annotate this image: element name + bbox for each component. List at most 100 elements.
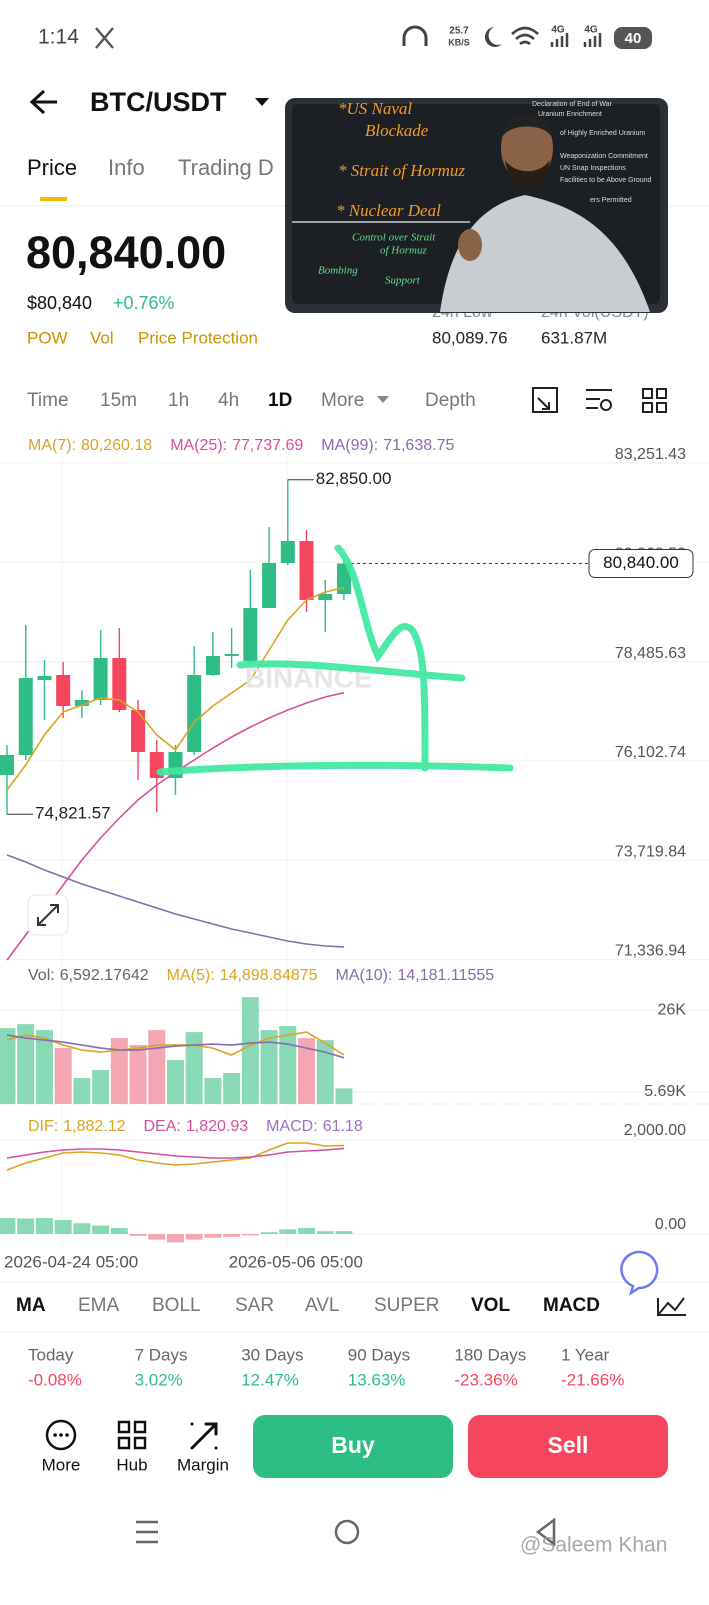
bar [279,1026,297,1104]
wifi-icon [511,26,539,46]
period-value: -0.08% [28,1370,82,1389]
chart-setting-icon[interactable] [532,387,558,413]
pair-title[interactable]: BTC/USDT [90,87,227,117]
legend-name: DEA: [144,1118,181,1135]
legend-name: MACD: [266,1118,318,1135]
interval-tab[interactable]: 1h [168,390,189,411]
action-label[interactable]: Margin [177,1455,229,1474]
bar [185,1234,203,1240]
sell-button[interactable] [468,1415,668,1478]
tag[interactable]: Price Protection [138,328,258,347]
interval-tab[interactable]: 1D [268,390,292,411]
bar [17,1218,35,1235]
more-icon[interactable] [45,1419,77,1451]
video-overlay[interactable]: *US Naval Blockade * Strait of Hormuz * … [285,98,668,313]
y-tick-label: 26K [658,1001,687,1018]
tag[interactable]: Vol [90,328,114,347]
candle-body [205,656,220,676]
board-list: Facilities to be Above Ground [560,177,652,184]
bar [241,997,259,1104]
presenter-head [501,114,553,182]
x-tick-label: 2026-05-06 05:00 [229,1252,363,1271]
indicator-tab[interactable]: AVL [305,1295,340,1316]
interval-tab[interactable]: 15m [100,390,137,411]
nav-home[interactable] [334,1519,360,1545]
interval-toolbar: Time 15m 1h 4h 1D More Depth [27,390,476,411]
back-button[interactable] [29,89,57,115]
ma-line [6,1142,345,1171]
candle-body [299,541,314,601]
legend-name: Vol: [28,967,55,984]
buy-button[interactable] [253,1415,453,1478]
signal-icon [550,33,569,47]
hub-icon[interactable] [117,1420,147,1450]
indicator-tab[interactable]: MA [16,1295,46,1316]
indicator-tab[interactable]: SUPER [374,1295,439,1316]
bar [316,1231,334,1235]
bar [335,1088,353,1104]
assistant-icon[interactable] [620,1250,659,1296]
board-note: *US Naval [338,99,412,118]
board-note: * Nuclear Deal [336,201,441,220]
indicator-tab[interactable]: EMA [78,1295,120,1316]
fiat-price: $80,840 [27,293,92,313]
buy-label[interactable]: Buy [331,1432,375,1458]
candle-body [224,654,239,657]
pair-dropdown[interactable] [255,98,269,106]
indicator-tab[interactable]: MACD [543,1295,600,1316]
y-tick-label: 83,251.43 [615,446,686,463]
interval-tab[interactable]: Depth [425,390,476,411]
nav-back[interactable] [535,1517,556,1547]
indicator-tab[interactable]: BOLL [152,1295,201,1316]
candle-body [56,675,71,707]
legend-value: 61.18 [323,1118,363,1135]
last-price-tag [588,548,694,578]
board-note: * Strait of Hormuz [338,161,465,180]
indicator-tab[interactable]: SAR [235,1295,274,1316]
action-label[interactable]: More [42,1455,81,1474]
period-label: Today [28,1345,74,1364]
ma-line [6,854,345,948]
candle-body [243,608,258,661]
sell-label[interactable]: Sell [548,1432,589,1458]
legend-value: 1,820.93 [186,1118,248,1135]
action-label[interactable]: Hub [116,1455,147,1474]
bar [223,1073,241,1104]
charts: 83,251.4380,868.5378,485.6376,102.7473,7… [0,430,709,1271]
interval-tab[interactable]: Time [27,390,69,411]
tab[interactable]: Price [27,155,77,180]
legend-value: 14,181.11555 [397,967,494,984]
headphones-icon [402,25,428,46]
candle-body [18,678,33,756]
x-logo [95,27,114,49]
legend-name: MA(10): [336,967,393,984]
indicator-tab[interactable]: VOL [471,1295,510,1316]
x-tick-label: 2026-04-24 05:00 [4,1252,138,1271]
candle-body [37,676,52,681]
period-label: 90 Days [348,1345,410,1364]
bar [241,1234,259,1236]
indicator-icon[interactable] [586,389,612,409]
expand-button[interactable] [27,894,69,936]
interval-tab[interactable]: More [321,390,364,411]
tag[interactable]: POW [27,328,68,347]
layout-icon[interactable] [642,388,667,413]
interval-tab[interactable]: 4h [218,390,239,411]
margin-icon[interactable] [190,1422,218,1450]
board-note: Support [385,275,421,287]
tab[interactable]: Info [108,155,145,180]
board-note: Control over Strait [352,232,436,244]
bar [92,1070,110,1104]
tab[interactable]: Trading D [178,155,274,180]
board-list: of Highly Enriched Uranium [560,130,645,137]
nav-recents[interactable] [136,1520,158,1544]
bar [260,1232,278,1235]
period-value: 3.02% [135,1370,183,1389]
period-label: 30 Days [241,1345,303,1364]
chart-icon[interactable] [657,1297,686,1316]
price-change: +0.76% [113,293,175,313]
bar [54,1219,72,1235]
expand-icon [37,904,59,926]
bar [260,1030,278,1104]
